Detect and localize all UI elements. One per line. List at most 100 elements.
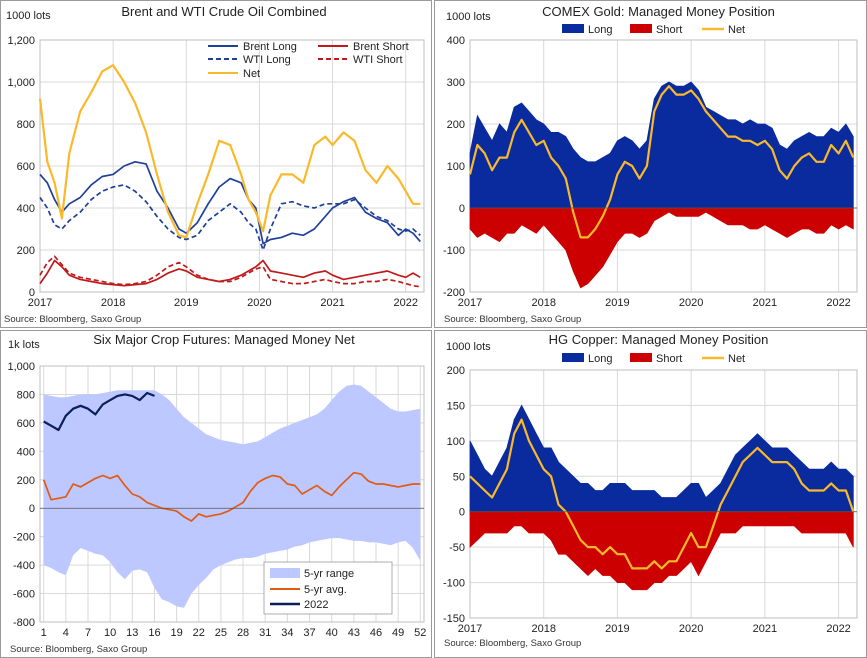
crops-y-tick-label: 400: [17, 446, 35, 458]
gold-y-tick-label: 200: [447, 119, 465, 131]
crops-unit-label: 1k lots: [8, 339, 40, 351]
oil-plot-area: [39, 39, 425, 293]
oil-source-note: Source: Bloomberg, Saxo Group: [4, 314, 141, 325]
gold-y-tick-label: -200: [443, 287, 465, 299]
crops-legend-swatch: [270, 568, 300, 578]
oil-legend-label: Brent Short: [353, 41, 409, 53]
gold-legend-label: Short: [656, 24, 682, 36]
gold-series-short-area: [469, 207, 854, 289]
oil-y-tick-label: 400: [17, 203, 35, 215]
oil-legend-label: WTI Short: [353, 54, 403, 66]
copper-x-tick-label: 2019: [605, 623, 629, 635]
copper-legend-swatch: [562, 353, 584, 362]
crops-series-2022-line: [43, 391, 155, 432]
crops-source-note: Source: Bloomberg, Saxo Group: [10, 644, 147, 655]
oil-series-brent-short-line: [39, 259, 421, 287]
copper-legend: Long Short Net: [562, 353, 745, 365]
crops-x-tick-label: 28: [237, 627, 249, 639]
crops-y-tick-label: -600: [13, 589, 35, 601]
crops-y-tick-label: -200: [13, 532, 35, 544]
gold-y-tick-label: 400: [447, 35, 465, 47]
oil-legend-label: Net: [243, 68, 260, 80]
copper-plot: [469, 404, 857, 591]
crops-legend: 5-yr range 5-yr avg. 2022: [263, 561, 393, 615]
crops-x-tick-label: 19: [170, 627, 182, 639]
crops-chart-panel: -800 -600 -400 -200 0 200 400 600 800 1,000 1 4 7 10 1…: [0, 330, 432, 658]
copper-legend-label: Long: [588, 353, 612, 365]
crops-x-tick-label: 10: [104, 627, 116, 639]
copper-legend-label: Net: [728, 353, 745, 365]
oil-y-tick-label: 200: [17, 245, 35, 257]
crops-chart-title: Six Major Crop Futures: Managed Money Ne…: [93, 332, 355, 347]
crops-x-tick-label: 49: [392, 627, 404, 639]
copper-y-tick-label: -150: [443, 613, 465, 625]
oil-y-tick-label: 1,200: [7, 35, 35, 47]
crops-x-tick-label: 40: [326, 627, 338, 639]
oil-legend-label: Brent Long: [243, 41, 297, 53]
crops-x-tick-label: 34: [281, 627, 293, 639]
copper-x-tick-label: 2018: [531, 623, 555, 635]
oil-y-tick-label: 800: [17, 119, 35, 131]
crops-x-tick-label: 1: [41, 627, 47, 639]
gold-x-tick-label: 2017: [458, 297, 482, 309]
gold-plot: [468, 81, 857, 289]
crops-series-5-yr-avg-line: [42, 471, 421, 522]
oil-legend: Brent Long Brent Short WTI Long WTI Short Ne…: [208, 41, 409, 80]
crops-legend-label: 5-yr avg.: [304, 584, 347, 596]
crops-y-tick-label: 0: [29, 503, 35, 515]
crops-y-tick-label: 1,000: [7, 361, 35, 373]
oil-x-tick-label: 2019: [174, 297, 198, 309]
oil-unit-label: 1000 lots: [6, 10, 51, 22]
copper-y-tick-label: 50: [453, 471, 465, 483]
gold-x-tick-label: 2018: [531, 297, 555, 309]
oil-series-wti-short-line: [39, 255, 421, 288]
gold-x-tick-label: 2020: [679, 297, 703, 309]
crops-y-tick-label: -400: [13, 560, 35, 572]
copper-legend-label: Short: [656, 353, 682, 365]
copper-series-long-area: [469, 404, 854, 513]
copper-x-tick-label: 2021: [753, 623, 777, 635]
crops-x-tick-label: 13: [126, 627, 138, 639]
crops-x-tick-label: 7: [85, 627, 91, 639]
oil-panel-frame: [0, 0, 432, 328]
gold-x-tick-label: 2022: [826, 297, 850, 309]
copper-source-note: Source: Bloomberg, Saxo Group: [444, 638, 581, 649]
gold-legend-swatch: [562, 24, 584, 33]
crops-x-tick-label: 37: [303, 627, 315, 639]
oil-x-tick-label: 2020: [247, 297, 271, 309]
crops-y-tick-label: 600: [17, 418, 35, 430]
crops-x-tick-label: 46: [370, 627, 382, 639]
gold-x-tick-label: 2019: [605, 297, 629, 309]
crops-x-tick-label: 22: [193, 627, 205, 639]
oil-chart-title: Brent and WTI Crude Oil Combined: [121, 4, 326, 19]
copper-y-tick-label: -100: [443, 578, 465, 590]
oil-x-tick-label: 2017: [28, 297, 52, 309]
copper-legend-swatch: [630, 353, 652, 362]
gold-x-tick-label: 2021: [753, 297, 777, 309]
oil-plot: [38, 64, 421, 288]
gold-y-tick-label: 100: [447, 161, 465, 173]
crops-y-tick-label: 800: [17, 389, 35, 401]
oil-y-tick-label: 1,000: [7, 77, 35, 89]
oil-y-tick-label: 0: [29, 287, 35, 299]
crops-x-tick-label: 43: [348, 627, 360, 639]
copper-series-net-line: [469, 418, 855, 570]
copper-unit-label: 1000 lots: [446, 341, 491, 353]
gold-legend-label: Net: [728, 24, 745, 36]
copper-y-tick-label: 200: [447, 365, 465, 377]
oil-legend-label: WTI Long: [243, 54, 291, 66]
oil-chart-panel: 0 200 400 600 800 1,000 1,200 2017 2018 2019 2020 2…: [0, 0, 432, 328]
gold-source-note: Source: Bloomberg, Saxo Group: [444, 314, 581, 325]
oil-y-tick-label: 600: [17, 161, 35, 173]
copper-chart-panel: -150 -100 -50 0 50 100 150 200 2017 2018 2019 2020 2…: [434, 330, 867, 658]
crops-5yr-range-band: [43, 384, 421, 608]
oil-x-tick-label: 2022: [393, 297, 417, 309]
copper-y-tick-label: 150: [447, 400, 465, 412]
oil-x-tick-label: 2018: [101, 297, 125, 309]
gold-legend-label: Long: [588, 24, 612, 36]
copper-chart-title: HG Copper: Managed Money Position: [549, 332, 769, 347]
crops-plot: [40, 384, 424, 608]
crops-x-tick-label: 31: [259, 627, 271, 639]
copper-series-short-area: [469, 511, 854, 591]
copper-y-tick-label: 100: [447, 436, 465, 448]
